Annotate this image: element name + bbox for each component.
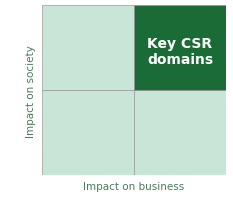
Text: Key CSR
domains: Key CSR domains	[147, 37, 213, 67]
Y-axis label: Impact on society: Impact on society	[26, 45, 36, 137]
Bar	[42, 91, 134, 175]
X-axis label: Impact on business: Impact on business	[83, 181, 185, 191]
Bar	[134, 6, 226, 91]
Bar	[42, 6, 134, 91]
Bar	[134, 91, 226, 175]
